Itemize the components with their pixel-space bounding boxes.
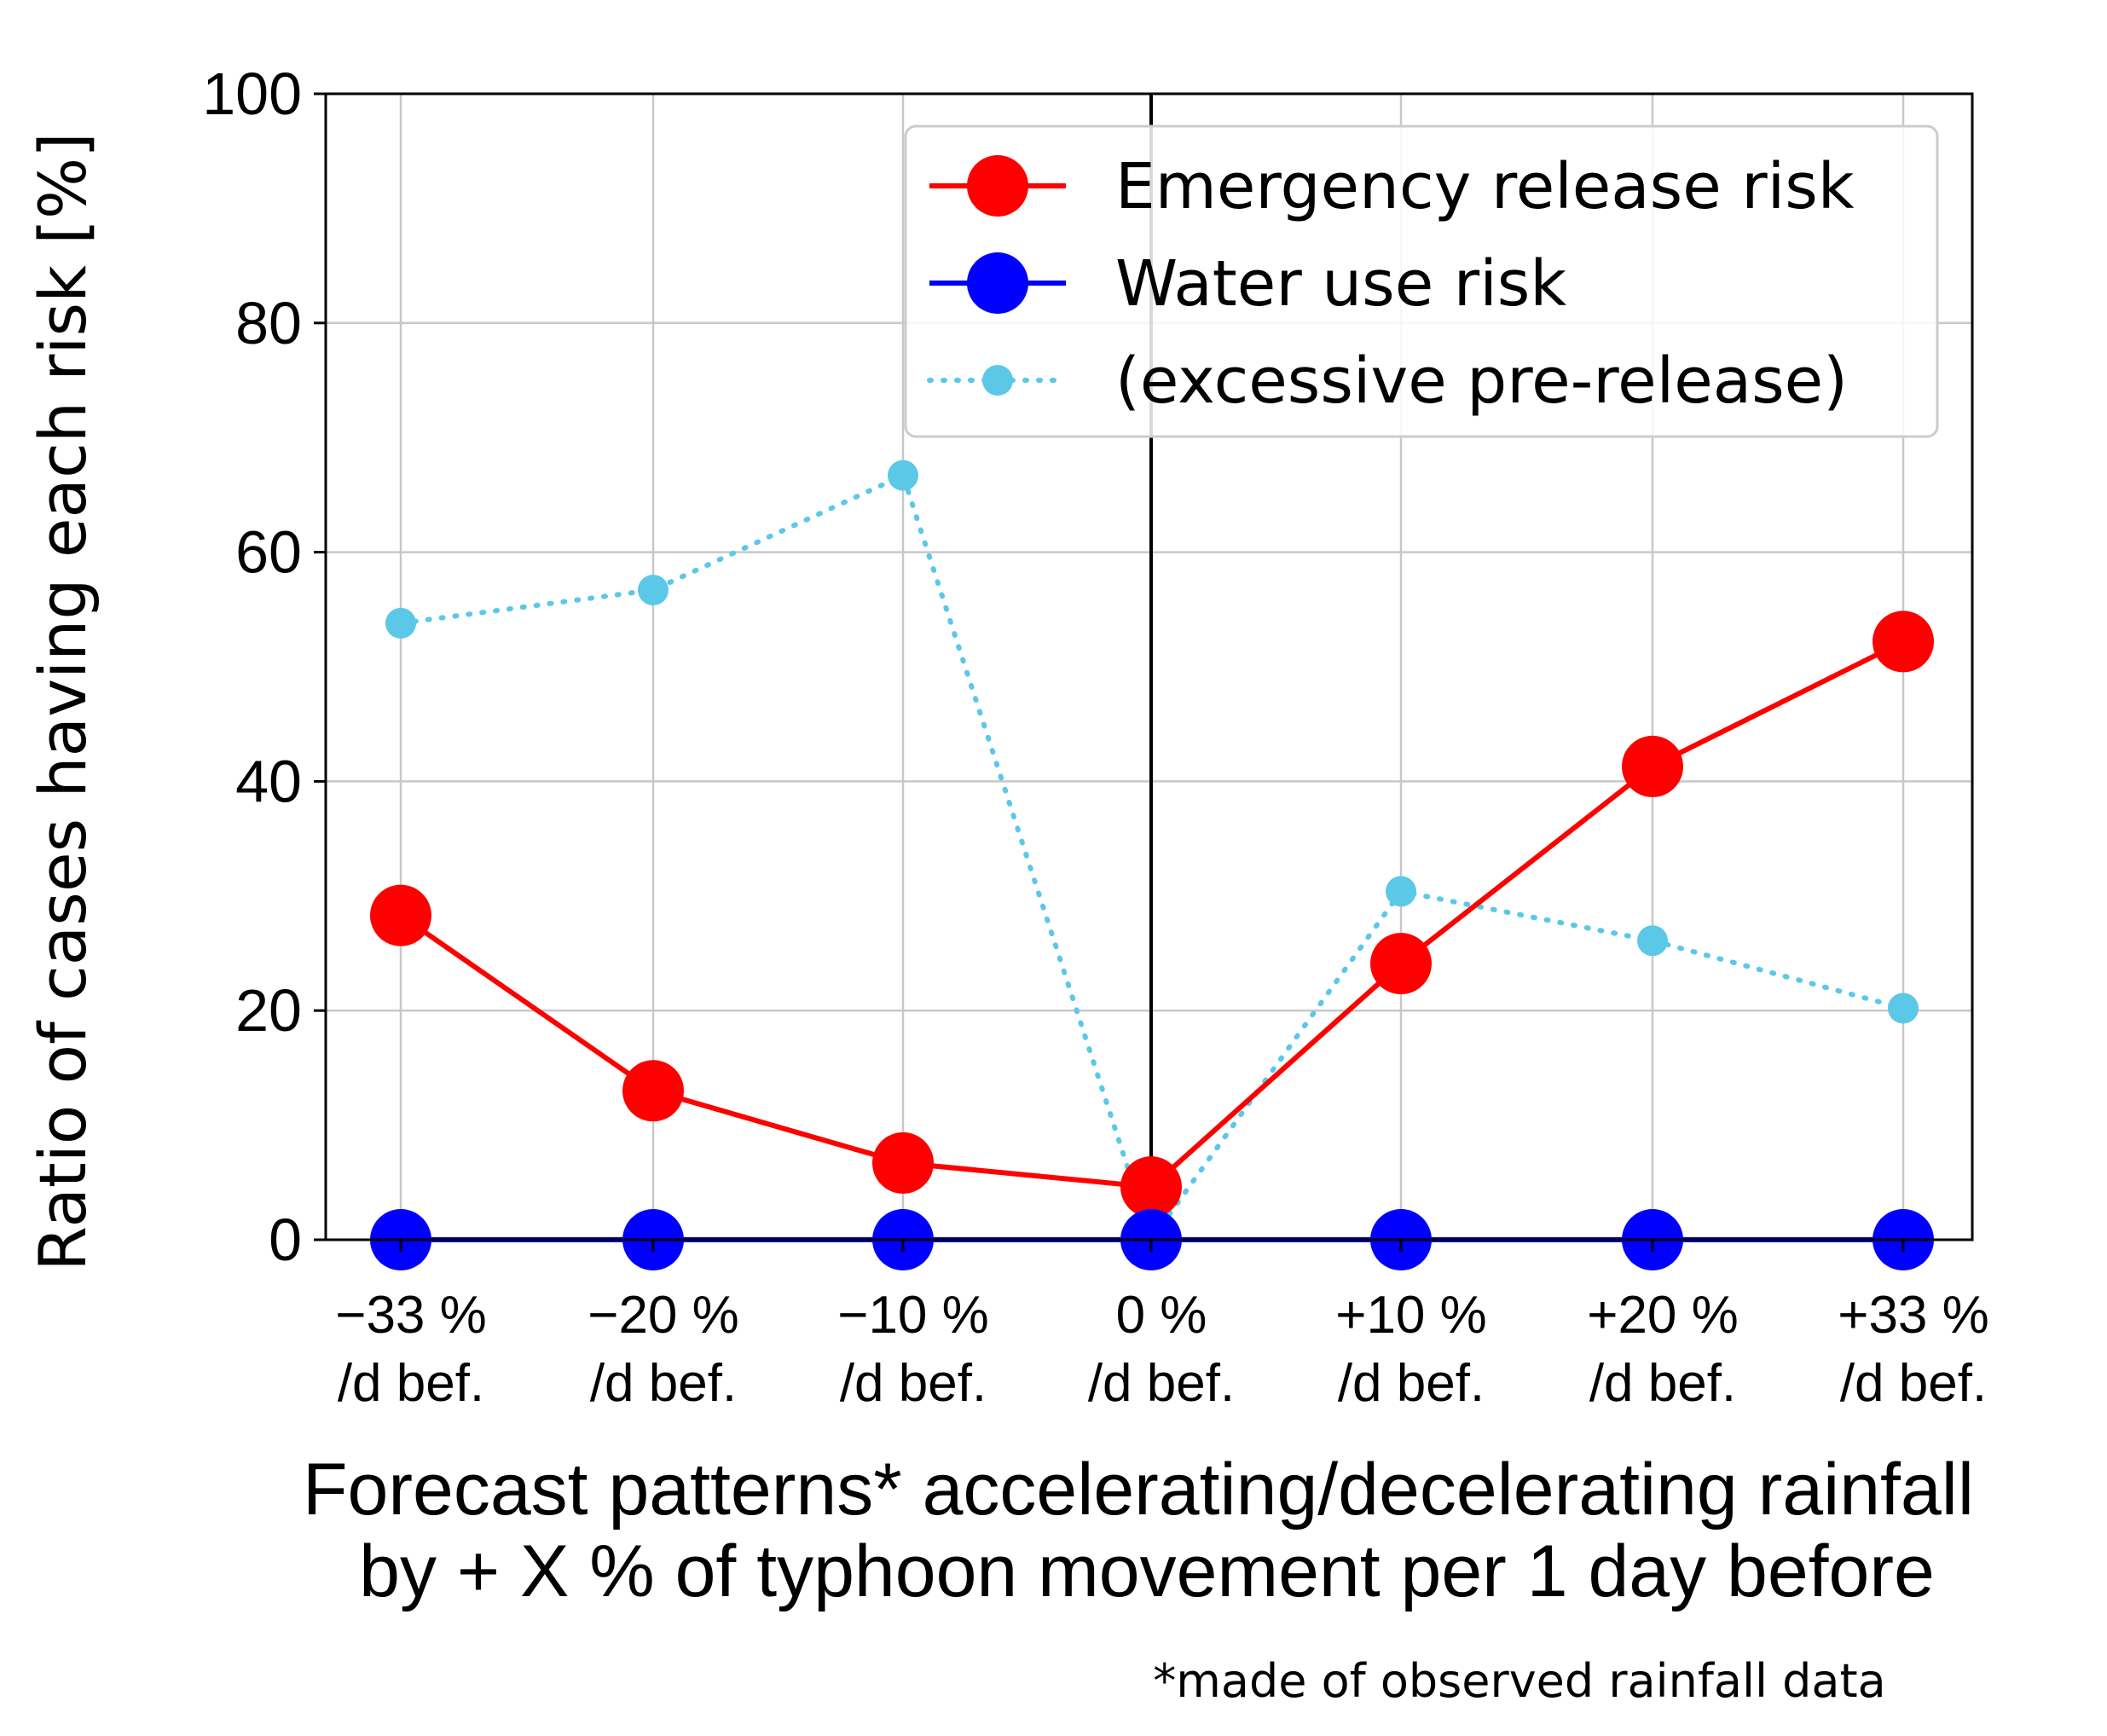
legend-entry-2: (excessive pre-release): [927, 344, 1848, 418]
series-layer: [370, 460, 1934, 1270]
x-ticks: −33 % /d bef. −20 % /d bef. −10 % /d bef. 0 % /…: [335, 1240, 1989, 1413]
y-tick-label: 0: [269, 1207, 302, 1273]
x-tick-label: −33 %: [335, 1286, 487, 1345]
data-point: [1120, 1156, 1182, 1218]
x-tick-label: +33 %: [1838, 1286, 1989, 1345]
y-tick-label: 100: [202, 61, 302, 127]
y-tick-label: 60: [235, 519, 302, 586]
data-point: [370, 884, 431, 946]
legend-marker: [967, 252, 1028, 314]
legend-label: (excessive pre-release): [1115, 344, 1848, 418]
data-point: [622, 1060, 684, 1122]
x-tick-label: −20 %: [588, 1286, 739, 1345]
x-tick-label-sub: /d bef.: [590, 1354, 737, 1413]
y-tick-label: 40: [235, 748, 302, 814]
x-tick-label-sub: /d bef.: [1589, 1354, 1736, 1413]
data-point: [1637, 925, 1668, 957]
x-tick-label-sub: /d bef.: [1088, 1354, 1235, 1413]
plot-frame: [324, 92, 1974, 1241]
legend-marker: [967, 155, 1028, 217]
x-tick-label-sub: /d bef.: [338, 1354, 484, 1413]
footnote: *made of observed rainfall data: [1153, 1654, 1886, 1708]
legend-entry-1: Water use risk: [929, 247, 1566, 321]
data-point: [1370, 933, 1432, 995]
x-tick-label: −10 %: [837, 1286, 989, 1345]
y-ticks: 0 20 40 60 80 100: [202, 61, 326, 1273]
data-point: [1386, 876, 1416, 907]
x-tick-label-sub: /d bef.: [840, 1354, 987, 1413]
x-tick-label: 0 %: [1116, 1286, 1207, 1345]
data-point: [1622, 735, 1683, 797]
x-tick-label: +20 %: [1587, 1286, 1739, 1345]
data-point: [638, 574, 669, 605]
legend: Emergency release risk Water use risk (exc…: [904, 124, 1939, 438]
series-0: [370, 610, 1934, 1218]
legend-label: Emergency release risk: [1115, 150, 1855, 223]
legend-box: [904, 124, 1939, 438]
data-point: [888, 460, 918, 491]
legend-entry-0: Emergency release risk: [929, 150, 1855, 223]
x-tick-label-sub: /d bef.: [1338, 1354, 1485, 1413]
data-point: [872, 1131, 934, 1194]
y-tick-label: 20: [235, 977, 302, 1044]
y-tick-label: 80: [235, 290, 302, 356]
legend-label: Water use risk: [1115, 247, 1566, 321]
x-axis-label-line2: by + X % of typhoon movement per 1 day b…: [359, 1531, 1935, 1612]
data-point: [1873, 610, 1934, 673]
y-axis-label: Ratio of cases having each risk [%]: [25, 132, 101, 1271]
x-axis-label-line1: Forecast patterns* accelerating/decelera…: [303, 1449, 1974, 1531]
data-point: [1888, 992, 1919, 1024]
data-point: [385, 607, 416, 639]
x-tick-label: +10 %: [1335, 1286, 1487, 1345]
legend-marker: [982, 365, 1013, 396]
x-tick-label-sub: /d bef.: [1840, 1354, 1987, 1413]
